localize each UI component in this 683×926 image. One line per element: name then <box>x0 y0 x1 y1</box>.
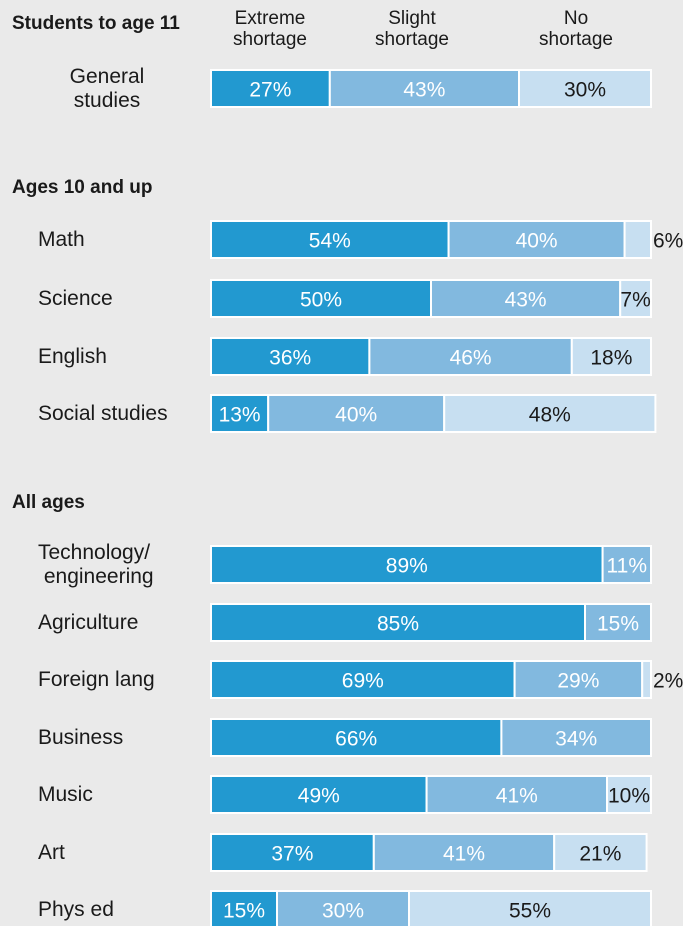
bar-segment <box>210 69 331 108</box>
section-title-all-ages: All ages <box>12 492 85 513</box>
legend-slight-shortage: Slight shortage <box>375 8 449 50</box>
bar-segment <box>619 279 653 318</box>
bar-value-label: 49% <box>298 785 340 808</box>
bar-segment <box>623 220 652 259</box>
bar-value-label: 29% <box>557 670 599 693</box>
row-label: General studies <box>69 64 145 112</box>
row-label: Business <box>38 725 124 749</box>
bar-value-label: 85% <box>377 613 419 636</box>
bar-value-label: 36% <box>269 347 311 370</box>
bar-value-label: 40% <box>335 404 377 427</box>
section-title-students-to-age-11: Students to age 11 <box>12 13 180 34</box>
bar-segment <box>443 394 657 433</box>
bar-value-label: 30% <box>564 79 606 102</box>
bar-value-label: 66% <box>335 728 377 751</box>
bar-value-label: 41% <box>443 843 485 866</box>
bar-segment <box>606 775 652 814</box>
bar-value-label: 41% <box>496 785 538 808</box>
row-label: Social studies <box>38 401 168 425</box>
bar-value-label: 37% <box>271 843 313 866</box>
bar-segment <box>267 394 446 433</box>
bar-value-label: 50% <box>300 289 342 312</box>
bar-value-label: 10% <box>608 785 650 808</box>
bar-value-label: 40% <box>516 230 558 253</box>
section-title-ages-10-and-up: Ages 10 and up <box>12 177 153 198</box>
bar-segment <box>372 833 556 872</box>
bar-value-label: 69% <box>342 670 384 693</box>
row-label: Foreign lang <box>38 667 155 691</box>
row-label: Science <box>38 286 113 310</box>
bar-segment <box>500 718 652 757</box>
bar-segment <box>553 833 648 872</box>
bar-segment <box>518 69 652 108</box>
row-label: Agriculture <box>38 610 139 634</box>
legend-extreme-shortage: Extreme shortage <box>233 8 307 50</box>
bar-value-label: 11% <box>607 555 647 578</box>
bar-value-label: 30% <box>322 900 364 923</box>
bar-value-label: 21% <box>579 843 621 866</box>
bar-segment <box>584 603 652 642</box>
row-label: English <box>38 344 107 368</box>
bar-value-label: 6% <box>653 230 683 253</box>
bar-value-label: 2% <box>653 670 683 693</box>
bar-value-label: 48% <box>529 404 571 427</box>
bar-value-label: 27% <box>249 79 291 102</box>
bar-value-label: 55% <box>509 900 551 923</box>
bar-value-label: 18% <box>590 347 632 370</box>
bar-value-label: 13% <box>219 404 261 427</box>
bar-segment <box>425 775 608 814</box>
bar-value-label: 15% <box>597 613 639 636</box>
bar-segment <box>601 545 652 584</box>
row-label: Phys ed <box>38 897 114 921</box>
bar-segment <box>641 660 653 699</box>
bar-value-label: 89% <box>386 555 428 578</box>
row-label: Music <box>38 782 93 806</box>
row-label: Technology/ engineering <box>38 540 154 588</box>
bar-segment <box>276 890 410 926</box>
bar-segment <box>570 337 652 376</box>
bar-segment <box>447 220 626 259</box>
bar-segment <box>368 337 573 376</box>
bar-value-label: 43% <box>403 79 445 102</box>
bar-segment <box>210 279 432 318</box>
row-label: Math <box>38 227 85 251</box>
bar-segment <box>210 603 586 642</box>
bar-value-label: 46% <box>450 347 492 370</box>
bar-value-label: 54% <box>309 230 351 253</box>
bar-value-label: 15% <box>223 900 265 923</box>
bar-value-label: 43% <box>505 289 547 312</box>
row-label: Art <box>38 840 65 864</box>
legend-no-shortage: No shortage <box>539 8 613 50</box>
bar-segment <box>430 279 622 318</box>
bar-value-label: 34% <box>555 728 597 751</box>
bar-value-label: 7% <box>620 289 650 312</box>
bar-segment <box>408 890 652 926</box>
